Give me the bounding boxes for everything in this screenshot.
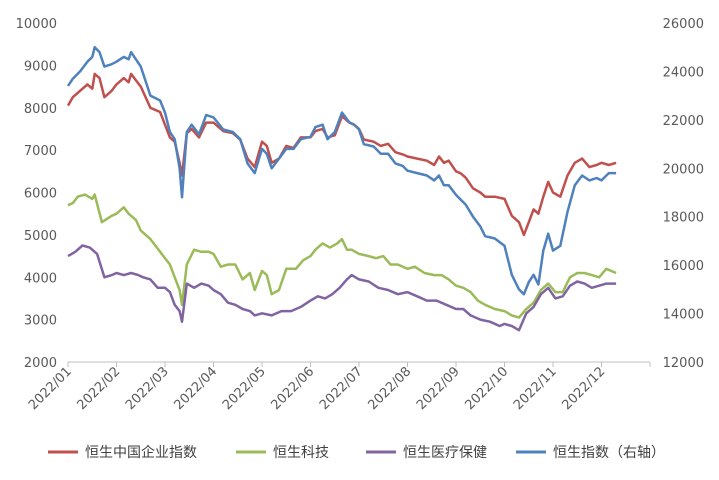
right-axis-ticks: 12000 14000 16000 18000 20000 22000 24000 26000 xyxy=(663,17,704,371)
legend-label: 恒生科技 xyxy=(273,445,329,461)
series-layer xyxy=(66,45,617,332)
series-line xyxy=(67,244,617,332)
right-tick-label: 12000 xyxy=(663,356,704,371)
right-tick-label: 18000 xyxy=(663,211,704,226)
left-tick-label: 8000 xyxy=(24,102,57,117)
left-tick-label: 3000 xyxy=(24,314,57,329)
x-tick-label: 2022/03 xyxy=(123,364,172,413)
legend-label: 恒生中国企业指数 xyxy=(85,444,197,461)
x-tick-label: 2022/07 xyxy=(317,364,366,413)
left-tick-label: 4000 xyxy=(24,271,57,286)
x-tick-label: 2022/12 xyxy=(560,364,609,413)
left-tick-label: 5000 xyxy=(24,229,57,244)
right-tick-label: 16000 xyxy=(663,259,704,274)
legend: 恒生中国企业指数 恒生科技 恒生医疗保健 恒生指数（右轴） xyxy=(48,444,665,461)
x-tick-label: 2022/10 xyxy=(463,364,512,413)
series-line xyxy=(66,45,617,296)
x-tick-label: 2022/08 xyxy=(366,364,415,413)
right-tick-label: 14000 xyxy=(663,308,704,323)
x-tick-label: 2022/02 xyxy=(75,364,124,413)
x-tick-label: 2022/04 xyxy=(172,364,221,413)
series-line xyxy=(67,193,617,319)
legend-label: 恒生医疗保健 xyxy=(403,445,487,461)
x-tick-label: 2022/05 xyxy=(220,364,269,413)
series-line xyxy=(66,72,617,237)
left-tick-label: 10000 xyxy=(16,17,57,32)
left-tick-label: 6000 xyxy=(24,187,57,202)
right-tick-label: 24000 xyxy=(663,65,704,80)
x-tick-label: 2022/01 xyxy=(26,364,75,413)
right-tick-label: 26000 xyxy=(663,17,704,32)
left-tick-label: 2000 xyxy=(24,356,57,371)
x-axis: 2022/01 2022/02 2022/03 2022/04 2022/05 2022/… xyxy=(26,361,651,413)
x-tick-label: 2022/11 xyxy=(511,364,560,413)
x-tick-label: 2022/09 xyxy=(414,364,463,413)
left-tick-label: 7000 xyxy=(24,144,57,159)
left-axis-ticks: 2000 3000 4000 5000 6000 7000 8000 9000 10000 xyxy=(16,17,57,371)
left-tick-label: 9000 xyxy=(24,59,57,74)
right-tick-label: 22000 xyxy=(663,114,704,129)
x-tick-label: 2022/06 xyxy=(269,364,318,413)
right-tick-label: 20000 xyxy=(663,162,704,177)
legend-label: 恒生指数（右轴） xyxy=(553,445,665,461)
